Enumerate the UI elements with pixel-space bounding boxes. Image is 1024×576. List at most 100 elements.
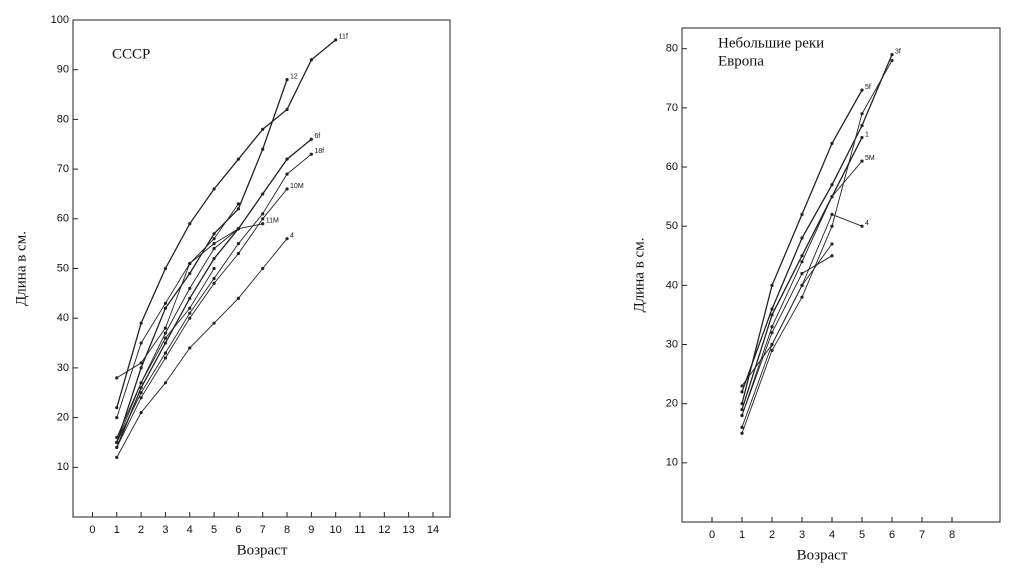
x-tick-label: 4: [829, 529, 835, 541]
y-tick-label: 90: [57, 64, 69, 76]
data-point: [860, 135, 864, 140]
y-tick-label: 50: [57, 262, 69, 274]
y-tick-label: 40: [57, 312, 69, 324]
x-tick-label: 4: [187, 524, 193, 536]
x-tick-label: 7: [260, 524, 266, 536]
data-point: [163, 381, 168, 385]
line-end-label: 5f: [865, 84, 871, 91]
data-point: [261, 212, 265, 216]
data-point: [800, 260, 804, 264]
data-point: [163, 266, 168, 271]
line-end-label: 6f: [314, 133, 320, 140]
data-point: [139, 341, 143, 345]
data-point: [740, 390, 744, 394]
data-point: [830, 224, 834, 228]
data-point: [163, 331, 168, 335]
line-end-label: 1: [865, 131, 869, 138]
data-point: [115, 455, 119, 459]
series-line: [116, 238, 288, 458]
data-point: [261, 127, 265, 131]
data-point: [830, 195, 834, 199]
data-point: [188, 316, 192, 320]
series-line: [116, 138, 312, 448]
data-point: [139, 321, 143, 325]
data-point: [139, 391, 143, 395]
data-point: [830, 242, 834, 246]
data-point: [212, 281, 216, 286]
x-tick-label: 9: [308, 524, 314, 536]
data-point: [261, 266, 265, 271]
y-axis-label: Длина в см.: [631, 238, 647, 313]
data-point: [236, 207, 240, 211]
data-point: [770, 325, 774, 329]
data-point: [285, 187, 289, 191]
data-point: [740, 407, 744, 412]
x-tick-label: 7: [919, 529, 925, 541]
data-point: [115, 406, 119, 410]
data-point: [740, 431, 744, 435]
data-point: [740, 413, 744, 418]
data-point: [309, 152, 313, 156]
data-point: [163, 336, 168, 340]
y-tick-label: 80: [666, 43, 678, 55]
data-point: [212, 276, 216, 281]
data-point: [770, 342, 774, 347]
data-point: [770, 331, 774, 335]
data-point: [334, 38, 338, 42]
y-axis-label: Длина в см.: [13, 231, 29, 306]
x-tick-label: 6: [889, 529, 895, 541]
data-point: [188, 286, 192, 290]
x-tick-label: 14: [427, 524, 439, 536]
data-point: [163, 341, 168, 345]
data-point: [800, 254, 804, 258]
data-point: [860, 112, 864, 116]
series-line: [741, 89, 863, 404]
x-tick-label: 3: [162, 524, 168, 536]
y-tick-label: 50: [666, 220, 678, 232]
data-point: [188, 296, 192, 300]
x-tick-label: 8: [284, 524, 290, 536]
data-point: [830, 183, 834, 187]
data-point: [740, 384, 744, 388]
x-tick-label: 13: [403, 524, 415, 536]
data-point: [212, 266, 216, 271]
data-point: [800, 271, 804, 276]
data-point: [285, 237, 289, 241]
x-tick-label: 1: [739, 529, 745, 541]
x-tick-label: 11: [354, 524, 365, 536]
data-point: [139, 396, 143, 400]
data-point: [770, 283, 774, 287]
data-point: [830, 212, 834, 216]
data-point: [139, 381, 143, 385]
y-tick-label: 40: [666, 279, 678, 291]
y-tick-label: 70: [666, 102, 678, 114]
x-tick-label: 8: [949, 529, 955, 541]
data-point: [188, 346, 192, 350]
data-point: [212, 321, 216, 325]
data-point: [188, 261, 192, 266]
data-point: [115, 435, 119, 440]
line-end-label: 11f: [339, 34, 348, 41]
x-tick-label: 10: [330, 524, 342, 536]
data-point: [830, 141, 834, 145]
data-point: [261, 222, 265, 226]
plot-frame: [681, 27, 1001, 523]
data-point: [139, 361, 143, 365]
data-point: [261, 192, 265, 196]
data-point: [770, 313, 774, 317]
line-end-label: 4: [865, 220, 869, 227]
x-tick-label: 1: [114, 524, 120, 536]
series-line: [116, 153, 312, 443]
data-point: [800, 283, 804, 287]
data-point: [770, 348, 774, 353]
y-tick-label: 20: [666, 398, 678, 410]
series-line: [741, 54, 893, 393]
data-point: [285, 78, 289, 82]
data-point: [261, 147, 265, 151]
data-point: [163, 301, 168, 305]
line-end-label: 5M: [865, 155, 875, 162]
data-point: [800, 295, 804, 299]
x-tick-label: 5: [859, 529, 865, 541]
y-tick-label: 100: [51, 14, 69, 26]
